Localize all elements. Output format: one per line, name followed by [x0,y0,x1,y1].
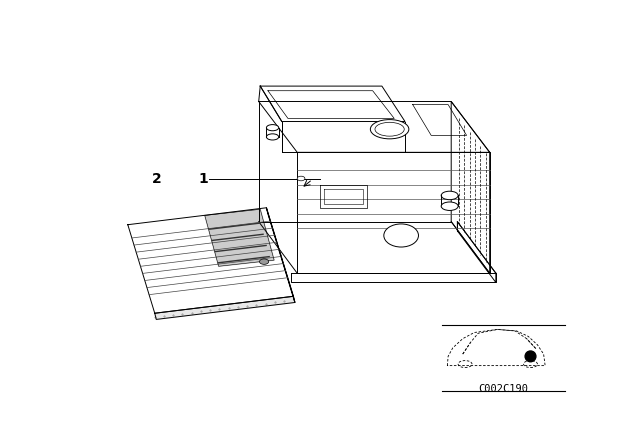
Ellipse shape [259,259,269,264]
Ellipse shape [266,134,279,140]
Ellipse shape [371,120,409,139]
Ellipse shape [384,224,419,247]
Text: 2: 2 [152,172,161,186]
Polygon shape [205,209,274,266]
Ellipse shape [297,176,305,181]
Ellipse shape [375,122,404,136]
Ellipse shape [441,191,458,200]
Polygon shape [266,208,295,302]
Circle shape [525,351,536,362]
Polygon shape [155,296,295,319]
Text: 1: 1 [198,172,208,186]
Ellipse shape [441,202,458,211]
Text: C002C190: C002C190 [479,383,529,394]
Ellipse shape [266,125,279,131]
